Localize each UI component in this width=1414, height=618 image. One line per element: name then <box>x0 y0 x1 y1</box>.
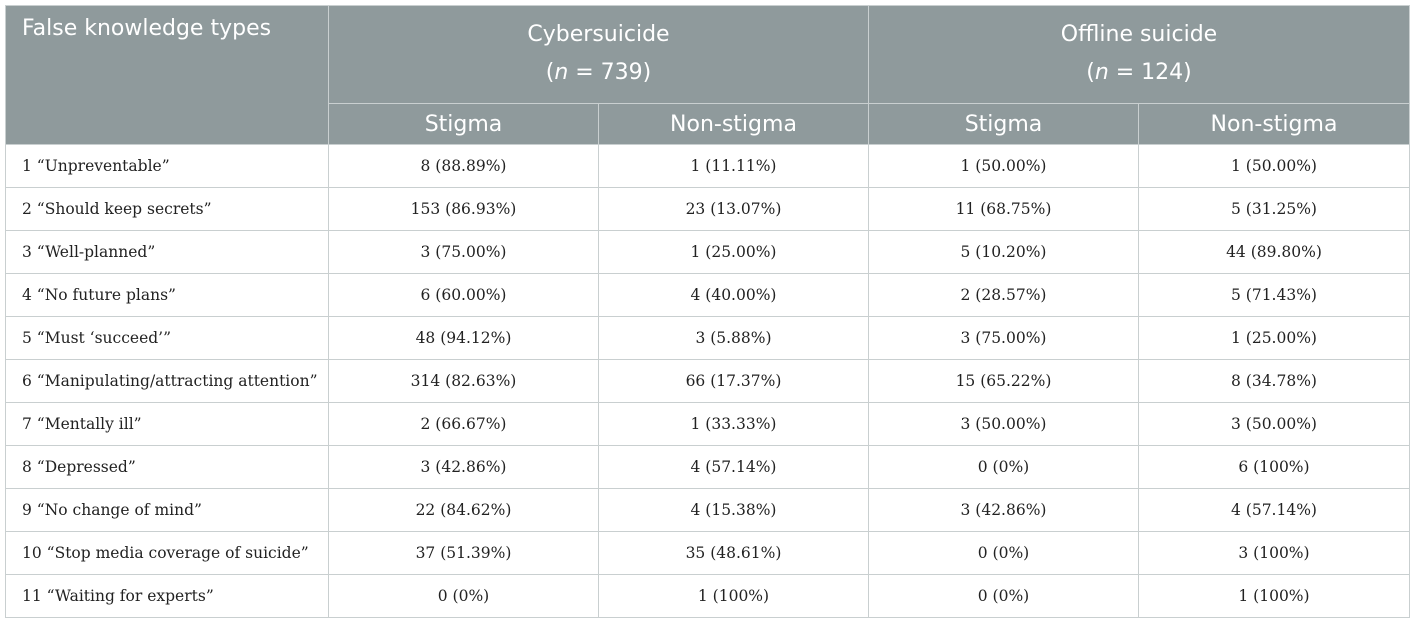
cell-cyber-non-stigma: 4 (40.00%) <box>598 273 869 317</box>
cell-offline-stigma: 2 (28.57%) <box>868 273 1139 317</box>
cell-cyber-non-stigma: 1 (11.11%) <box>598 144 869 188</box>
cell-offline-stigma: 11 (68.75%) <box>868 187 1139 231</box>
row-label: 3 “Well-planned” <box>5 230 329 274</box>
table-row: 11 “Waiting for experts” 0 (0%) 1 (100%) 0 … <box>5 574 1410 618</box>
group-n-offline-suicide: (n = 124) <box>1086 60 1192 85</box>
cell-cyber-stigma: 314 (82.63%) <box>328 359 599 403</box>
cell-cyber-stigma: 48 (94.12%) <box>328 316 599 360</box>
row-label: 5 “Must ‘succeed’” <box>5 316 329 360</box>
cell-offline-stigma: 0 (0%) <box>868 531 1139 575</box>
table-row: 9 “No change of mind” 22 (84.62%) 4 (15.38… <box>5 488 1410 532</box>
group-title-offline-suicide: Offline suicide <box>1060 22 1218 47</box>
row-label: 8 “Depressed” <box>5 445 329 489</box>
row-label: 1 “Unpreventable” <box>5 144 329 188</box>
cell-offline-non-stigma: 5 (71.43%) <box>1138 273 1410 317</box>
cell-offline-non-stigma: 1 (25.00%) <box>1138 316 1410 360</box>
cell-offline-stigma: 5 (10.20%) <box>868 230 1139 274</box>
cell-cyber-non-stigma: 66 (17.37%) <box>598 359 869 403</box>
row-label: 11 “Waiting for experts” <box>5 574 329 618</box>
cell-cyber-stigma: 37 (51.39%) <box>328 531 599 575</box>
subheader-cyber-non-stigma: Non-stigma <box>598 103 869 145</box>
header-row-subcolumns: Stigma Non-stigma Stigma Non-stigma <box>6 103 1410 145</box>
row-label: 6 “Manipulating/attracting attention” <box>5 359 329 403</box>
cell-offline-non-stigma: 3 (50.00%) <box>1138 402 1410 446</box>
cell-offline-non-stigma: 8 (34.78%) <box>1138 359 1410 403</box>
table-row: 1 “Unpreventable” 8 (88.89%) 1 (11.11%) 1 (… <box>5 144 1410 188</box>
cell-offline-stigma: 15 (65.22%) <box>868 359 1139 403</box>
header-group-cybersuicide: Cybersuicide (n = 739) <box>328 5 869 104</box>
cell-offline-stigma: 0 (0%) <box>868 574 1139 618</box>
table-row: 2 “Should keep secrets” 153 (86.93%) 23 (1… <box>5 187 1410 231</box>
cell-cyber-stigma: 0 (0%) <box>328 574 599 618</box>
cell-cyber-non-stigma: 1 (33.33%) <box>598 402 869 446</box>
table-row: 10 “Stop media coverage of suicide” 37 (5… <box>5 531 1410 575</box>
subheader-offline-stigma: Stigma <box>868 103 1139 145</box>
cell-cyber-stigma: 22 (84.62%) <box>328 488 599 532</box>
row-label: 10 “Stop media coverage of suicide” <box>5 531 329 575</box>
row-label: 9 “No change of mind” <box>5 488 329 532</box>
table-row: 7 “Mentally ill” 2 (66.67%) 1 (33.33%) 3 (5… <box>5 402 1410 446</box>
cell-offline-non-stigma: 44 (89.80%) <box>1138 230 1410 274</box>
cell-offline-non-stigma: 5 (31.25%) <box>1138 187 1410 231</box>
cell-offline-stigma: 3 (50.00%) <box>868 402 1139 446</box>
table-body: 1 “Unpreventable” 8 (88.89%) 1 (11.11%) 1 (… <box>5 144 1410 618</box>
cell-offline-stigma: 3 (75.00%) <box>868 316 1139 360</box>
cell-cyber-non-stigma: 4 (15.38%) <box>598 488 869 532</box>
table-header: False knowledge types Cybersuicide (n = … <box>5 5 1410 145</box>
false-knowledge-table: False knowledge types Cybersuicide (n = … <box>5 5 1410 618</box>
header-false-knowledge-types: False knowledge types <box>5 5 329 145</box>
cell-cyber-non-stigma: 4 (57.14%) <box>598 445 869 489</box>
cell-cyber-stigma: 2 (66.67%) <box>328 402 599 446</box>
group-n-cybersuicide: (n = 739) <box>545 60 652 85</box>
table-row: 8 “Depressed” 3 (42.86%) 4 (57.14%) 0 (0%) 6… <box>5 445 1410 489</box>
results-table-container: False knowledge types Cybersuicide (n = … <box>5 5 1410 618</box>
row-label: 4 “No future plans” <box>5 273 329 317</box>
cell-cyber-stigma: 153 (86.93%) <box>328 187 599 231</box>
cell-cyber-stigma: 3 (42.86%) <box>328 445 599 489</box>
cell-cyber-non-stigma: 35 (48.61%) <box>598 531 869 575</box>
group-title-cybersuicide: Cybersuicide <box>527 22 670 47</box>
row-label: 7 “Mentally ill” <box>5 402 329 446</box>
cell-offline-non-stigma: 1 (100%) <box>1138 574 1410 618</box>
cell-cyber-non-stigma: 23 (13.07%) <box>598 187 869 231</box>
table-row: 3 “Well-planned” 3 (75.00%) 1 (25.00%) 5 (1… <box>5 230 1410 274</box>
cell-offline-stigma: 0 (0%) <box>868 445 1139 489</box>
cell-cyber-non-stigma: 3 (5.88%) <box>598 316 869 360</box>
cell-offline-stigma: 1 (50.00%) <box>868 144 1139 188</box>
cell-cyber-non-stigma: 1 (25.00%) <box>598 230 869 274</box>
row-label: 2 “Should keep secrets” <box>5 187 329 231</box>
cell-offline-non-stigma: 1 (50.00%) <box>1138 144 1410 188</box>
header-row-groups: False knowledge types Cybersuicide (n = … <box>5 5 1410 145</box>
cell-offline-stigma: 3 (42.86%) <box>868 488 1139 532</box>
cell-cyber-stigma: 6 (60.00%) <box>328 273 599 317</box>
subheader-cyber-stigma: Stigma <box>328 103 599 145</box>
table-row: 4 “No future plans” 6 (60.00%) 4 (40.00%) 2… <box>5 273 1410 317</box>
cell-cyber-stigma: 3 (75.00%) <box>328 230 599 274</box>
subheader-offline-non-stigma: Non-stigma <box>1138 103 1410 145</box>
cell-cyber-non-stigma: 1 (100%) <box>598 574 869 618</box>
cell-offline-non-stigma: 4 (57.14%) <box>1138 488 1410 532</box>
cell-offline-non-stigma: 6 (100%) <box>1138 445 1410 489</box>
table-row: 5 “Must ‘succeed’” 48 (94.12%) 3 (5.88%) 3 … <box>5 316 1410 360</box>
cell-cyber-stigma: 8 (88.89%) <box>328 144 599 188</box>
header-group-offline-suicide: Offline suicide (n = 124) <box>868 5 1410 104</box>
cell-offline-non-stigma: 3 (100%) <box>1138 531 1410 575</box>
table-row: 6 “Manipulating/attracting attention” 314… <box>5 359 1410 403</box>
